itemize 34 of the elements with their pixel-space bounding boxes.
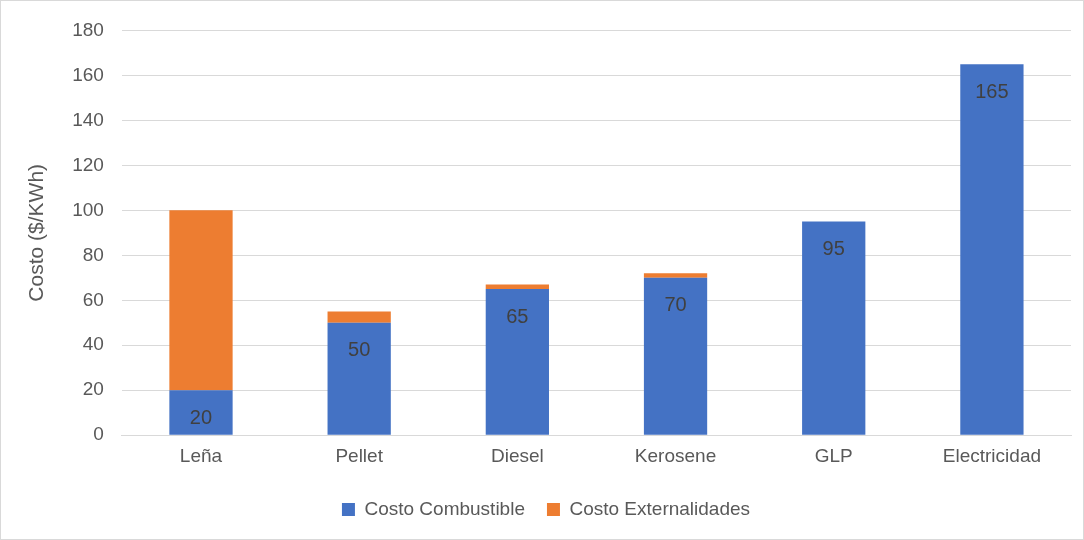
bar bbox=[643, 273, 708, 278]
x-tick-label: Pellet bbox=[335, 444, 384, 466]
y-tick-label: 180 bbox=[72, 18, 104, 40]
y-tick-label: 20 bbox=[82, 378, 104, 400]
y-axis-title: Costo ($/KWh) bbox=[24, 163, 48, 302]
x-tick-label: Electricidad bbox=[942, 444, 1042, 466]
bar bbox=[643, 277, 708, 435]
y-tick-label: 160 bbox=[72, 63, 104, 85]
bar bbox=[485, 289, 549, 435]
y-tick-label: 0 bbox=[93, 423, 104, 445]
bar bbox=[327, 311, 391, 323]
x-tick-label: Diesel bbox=[490, 444, 544, 466]
y-tick-label: 40 bbox=[82, 333, 104, 355]
y-tick-label: 120 bbox=[72, 153, 104, 175]
data-label: 70 bbox=[664, 293, 687, 316]
data-label: 95 bbox=[822, 237, 845, 260]
bar bbox=[960, 64, 1024, 435]
legend-label: Costo Externalidades bbox=[569, 497, 751, 519]
data-label: 165 bbox=[975, 79, 1009, 102]
bar bbox=[169, 390, 233, 435]
bar bbox=[169, 210, 233, 391]
y-tick-label: 80 bbox=[82, 243, 104, 265]
y-tick-label: 140 bbox=[72, 108, 104, 130]
x-tick-label: GLP bbox=[814, 444, 853, 466]
legend-label: Costo Combustible bbox=[364, 497, 525, 519]
x-tick-label: Kerosene bbox=[634, 444, 717, 466]
y-tick-label: 60 bbox=[82, 288, 104, 310]
data-label: 20 bbox=[189, 405, 213, 428]
bar bbox=[802, 221, 866, 435]
data-label: 65 bbox=[506, 304, 529, 327]
y-tick-label: 100 bbox=[72, 198, 104, 220]
x-tick-label: Leña bbox=[179, 444, 223, 466]
bar bbox=[327, 322, 391, 435]
data-label: 50 bbox=[348, 338, 371, 361]
